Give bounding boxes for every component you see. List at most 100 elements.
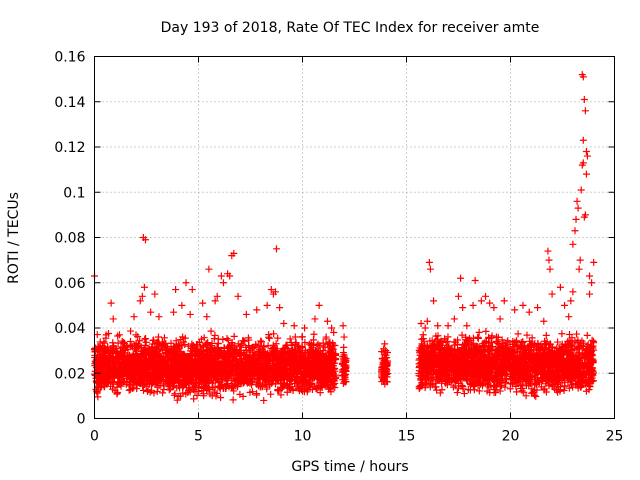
data-point bbox=[245, 346, 253, 354]
data-point bbox=[190, 359, 198, 367]
data-point bbox=[432, 332, 440, 340]
data-point bbox=[303, 388, 311, 396]
data-point bbox=[96, 357, 104, 365]
data-point bbox=[214, 339, 222, 347]
data-point bbox=[573, 330, 581, 338]
data-point bbox=[469, 378, 477, 386]
data-point bbox=[490, 381, 498, 389]
data-point bbox=[102, 334, 110, 342]
data-point bbox=[234, 383, 242, 391]
data-point bbox=[194, 384, 202, 392]
data-point bbox=[291, 357, 299, 365]
data-point bbox=[203, 384, 211, 392]
data-point bbox=[485, 383, 493, 391]
data-point bbox=[212, 392, 220, 400]
data-point bbox=[422, 379, 430, 387]
data-point bbox=[231, 352, 239, 360]
data-point bbox=[104, 360, 112, 368]
data-point bbox=[217, 359, 225, 367]
data-point bbox=[282, 358, 290, 366]
data-point bbox=[193, 391, 201, 399]
data-point bbox=[294, 342, 302, 350]
data-point bbox=[253, 391, 261, 399]
data-point bbox=[118, 337, 126, 345]
data-point bbox=[279, 380, 287, 388]
data-point bbox=[561, 341, 569, 349]
data-point bbox=[297, 364, 305, 372]
data-point bbox=[197, 335, 205, 343]
data-point bbox=[141, 364, 149, 372]
data-point bbox=[261, 378, 269, 386]
data-point bbox=[307, 365, 315, 373]
data-point bbox=[458, 381, 466, 389]
data-point bbox=[504, 337, 512, 345]
data-point bbox=[558, 330, 566, 338]
data-point bbox=[160, 334, 168, 342]
data-point bbox=[502, 378, 510, 386]
data-point bbox=[315, 373, 323, 381]
data-point bbox=[329, 355, 337, 363]
data-point bbox=[293, 351, 301, 359]
data-point bbox=[234, 349, 242, 357]
data-point bbox=[194, 370, 202, 378]
data-point bbox=[265, 334, 273, 342]
data-point bbox=[273, 359, 281, 367]
data-point bbox=[214, 365, 222, 373]
data-point bbox=[143, 374, 151, 382]
data-point bbox=[218, 375, 226, 383]
data-point bbox=[153, 346, 161, 354]
data-point bbox=[261, 360, 269, 368]
data-point bbox=[128, 385, 136, 393]
data-points bbox=[91, 71, 598, 404]
data-point bbox=[426, 380, 434, 388]
data-point bbox=[152, 371, 160, 379]
data-point bbox=[228, 357, 236, 365]
data-point bbox=[181, 378, 189, 386]
data-point bbox=[125, 368, 133, 376]
data-point bbox=[420, 337, 428, 345]
data-point bbox=[173, 352, 181, 360]
data-point bbox=[322, 335, 330, 343]
data-point bbox=[173, 396, 181, 404]
data-point bbox=[548, 349, 556, 357]
data-point bbox=[254, 360, 262, 368]
data-point bbox=[94, 343, 102, 351]
data-point bbox=[107, 382, 115, 390]
data-point bbox=[453, 389, 461, 397]
data-point bbox=[223, 335, 231, 343]
data-point bbox=[121, 360, 129, 368]
data-point bbox=[378, 367, 386, 375]
data-point bbox=[185, 360, 193, 368]
data-point bbox=[267, 390, 275, 398]
data-point bbox=[124, 362, 132, 370]
data-point bbox=[201, 377, 209, 385]
data-point bbox=[277, 368, 285, 376]
data-point bbox=[224, 344, 232, 352]
data-point bbox=[286, 383, 294, 391]
data-point bbox=[503, 375, 511, 383]
data-point bbox=[248, 388, 256, 396]
data-point bbox=[300, 378, 308, 386]
data-point bbox=[523, 331, 531, 339]
data-point bbox=[206, 365, 214, 373]
data-point bbox=[488, 346, 496, 354]
data-point bbox=[320, 343, 328, 351]
data-point bbox=[224, 360, 232, 368]
data-point bbox=[155, 333, 163, 341]
data-point bbox=[178, 358, 186, 366]
data-point bbox=[453, 347, 461, 355]
data-point bbox=[341, 372, 349, 380]
data-point bbox=[190, 357, 198, 365]
data-point bbox=[532, 392, 540, 400]
data-point bbox=[177, 350, 185, 358]
data-point bbox=[245, 336, 253, 344]
data-point bbox=[101, 367, 109, 375]
data-point bbox=[98, 354, 106, 362]
data-point bbox=[100, 374, 108, 382]
data-point bbox=[97, 381, 105, 389]
data-point bbox=[230, 332, 238, 340]
data-point bbox=[270, 364, 278, 372]
data-point bbox=[220, 367, 228, 375]
data-point bbox=[171, 373, 179, 381]
